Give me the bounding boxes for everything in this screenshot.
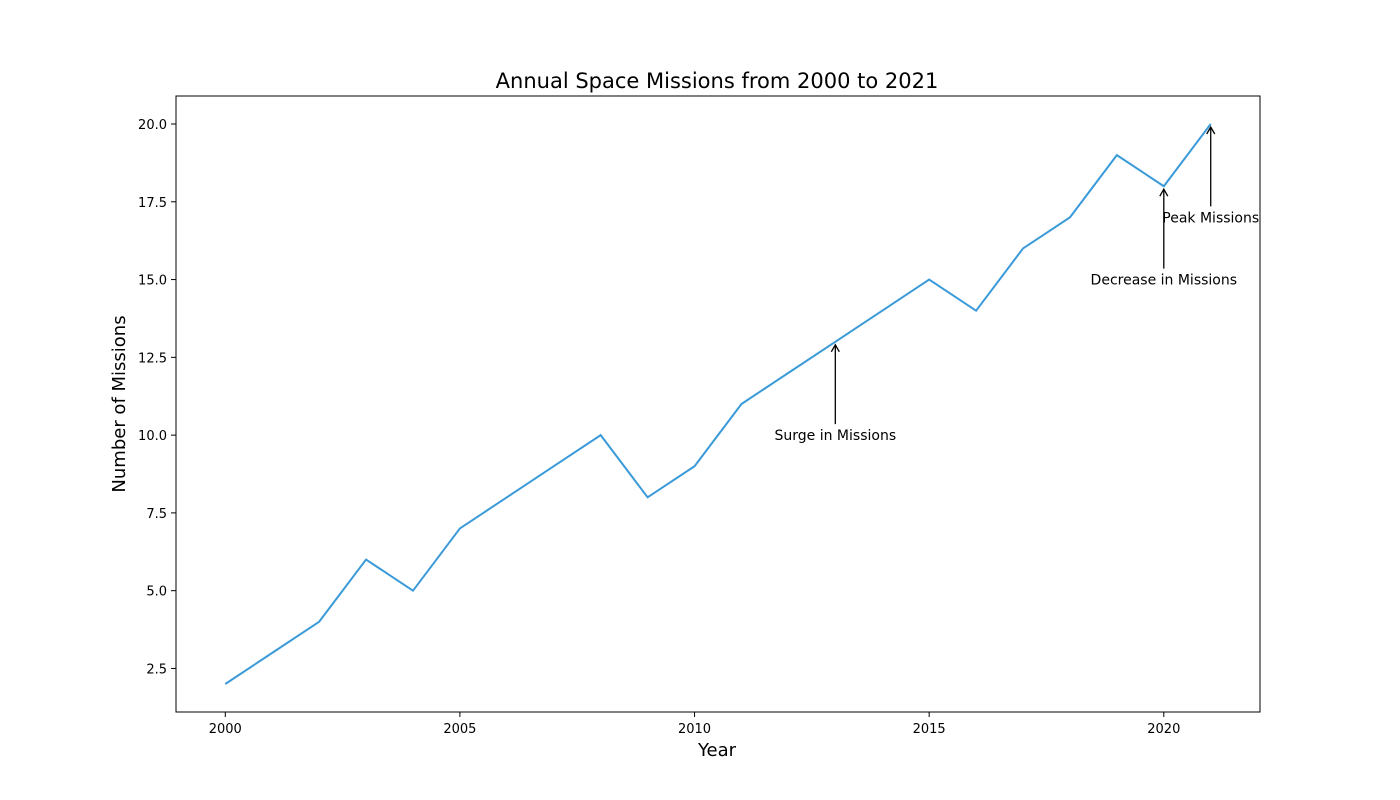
y-tick-label: 7.5 [146,507,167,522]
annotation-label: Surge in Missions [775,428,897,444]
x-tick-label: 2000 [209,722,242,737]
y-tick-label: 20.0 [138,118,167,133]
x-axis-title: Year [697,740,737,761]
x-tick-label: 2005 [443,722,476,737]
annotation-arrow-head [830,343,840,353]
x-tick-label: 2020 [1147,722,1180,737]
annotation-label: Decrease in Missions [1091,273,1237,289]
y-tick-label: 5.0 [146,585,167,600]
annotation-arrow-head [1159,187,1169,197]
series-layer [224,123,1212,685]
annotations: Surge in Missions Decrease in Missions Pea… [775,125,1259,444]
series-line [224,123,1212,685]
annotation-arrow-head [1206,125,1216,135]
plot-frame [175,95,1261,713]
y-tick-label: 2.5 [146,662,167,677]
chart-title: Annual Space Missions from 2000 to 2021 [496,69,939,93]
y-tick-label: 15.0 [138,274,167,289]
x-tick-label: 2015 [913,722,946,737]
annotation-label: Peak Missions [1162,210,1259,226]
annotation: Surge in Missions [775,343,897,444]
x-tick-label: 2010 [678,722,711,737]
y-tick-label: 10.0 [138,429,167,444]
y-axis-title: Number of Missions [109,315,130,492]
axes: 2000 2005 2010 2015 2020 2.5 5.0 7.5 10.0 12.5 15.… [138,95,1261,737]
y-tick-label: 12.5 [138,351,167,366]
y-tick-label: 17.5 [138,196,167,211]
annotation: Peak Missions [1162,125,1259,226]
annotation: Decrease in Missions [1091,187,1237,289]
